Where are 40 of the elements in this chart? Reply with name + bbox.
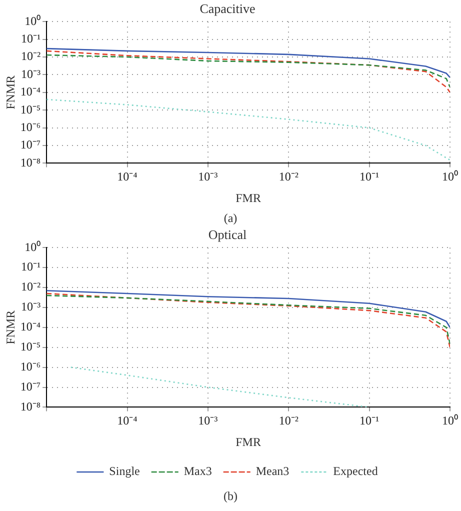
y-tick-label: 10⁻⁷: [20, 138, 41, 152]
y-tick-label: 10⁻⁶: [20, 359, 41, 374]
legend-label: Single: [109, 464, 140, 478]
legend-label: Mean3: [256, 464, 290, 478]
y-tick-label: 10⁻¹: [20, 31, 41, 46]
x-tick-label: 10⁰: [442, 170, 458, 184]
y-tick-label: 10⁻³: [20, 66, 41, 81]
y-tick-label: 10⁰: [24, 14, 41, 28]
x-tick-label: 10⁻²: [278, 170, 299, 184]
text: (a): [222, 210, 238, 226]
x-tick-label: 10⁻¹: [360, 414, 380, 428]
legend-label: Max3: [184, 464, 212, 478]
y-tick-label: 10⁰: [24, 240, 41, 254]
chart-title: Optical: [208, 227, 248, 242]
x-tick-label: 10⁻³: [198, 170, 218, 184]
y-tick-label: 10⁻⁸: [20, 399, 41, 414]
x-tick-label: 10⁰: [442, 414, 458, 428]
y-tick-label: 10⁻¹: [20, 260, 41, 274]
x-tick-label: 10⁻²: [278, 414, 299, 428]
y-tick-label: 10⁻⁴: [20, 320, 41, 334]
x-axis-title: FMR: [236, 190, 261, 205]
legend-label: Expected: [333, 464, 378, 478]
x-axis-title: FMR: [236, 434, 261, 449]
x-tick-label: 10⁻¹: [360, 170, 380, 184]
y-tick-label: 10⁻⁵: [20, 340, 41, 354]
chart-title: Capacitive: [200, 1, 256, 16]
y-axis-title: FNMR: [3, 310, 18, 344]
x-tick-label: 10⁻³: [198, 414, 218, 428]
x-tick-label: 10⁻⁴: [117, 414, 138, 428]
text: (b): [222, 488, 238, 504]
y-axis-title: FNMR: [3, 75, 18, 110]
y-tick-label: 10⁻⁴: [20, 84, 41, 99]
y-tick-label: 10⁻⁷: [20, 379, 41, 394]
y-tick-label: 10⁻⁶: [20, 120, 41, 134]
y-tick-label: 10⁻²: [20, 280, 41, 294]
y-tick-label: 10⁻²: [20, 49, 41, 64]
y-tick-label: 10⁻³: [20, 300, 41, 314]
y-tick-label: 10⁻⁸: [20, 155, 41, 170]
x-tick-label: 10⁻⁴: [117, 170, 138, 184]
y-tick-label: 10⁻⁵: [20, 102, 41, 116]
